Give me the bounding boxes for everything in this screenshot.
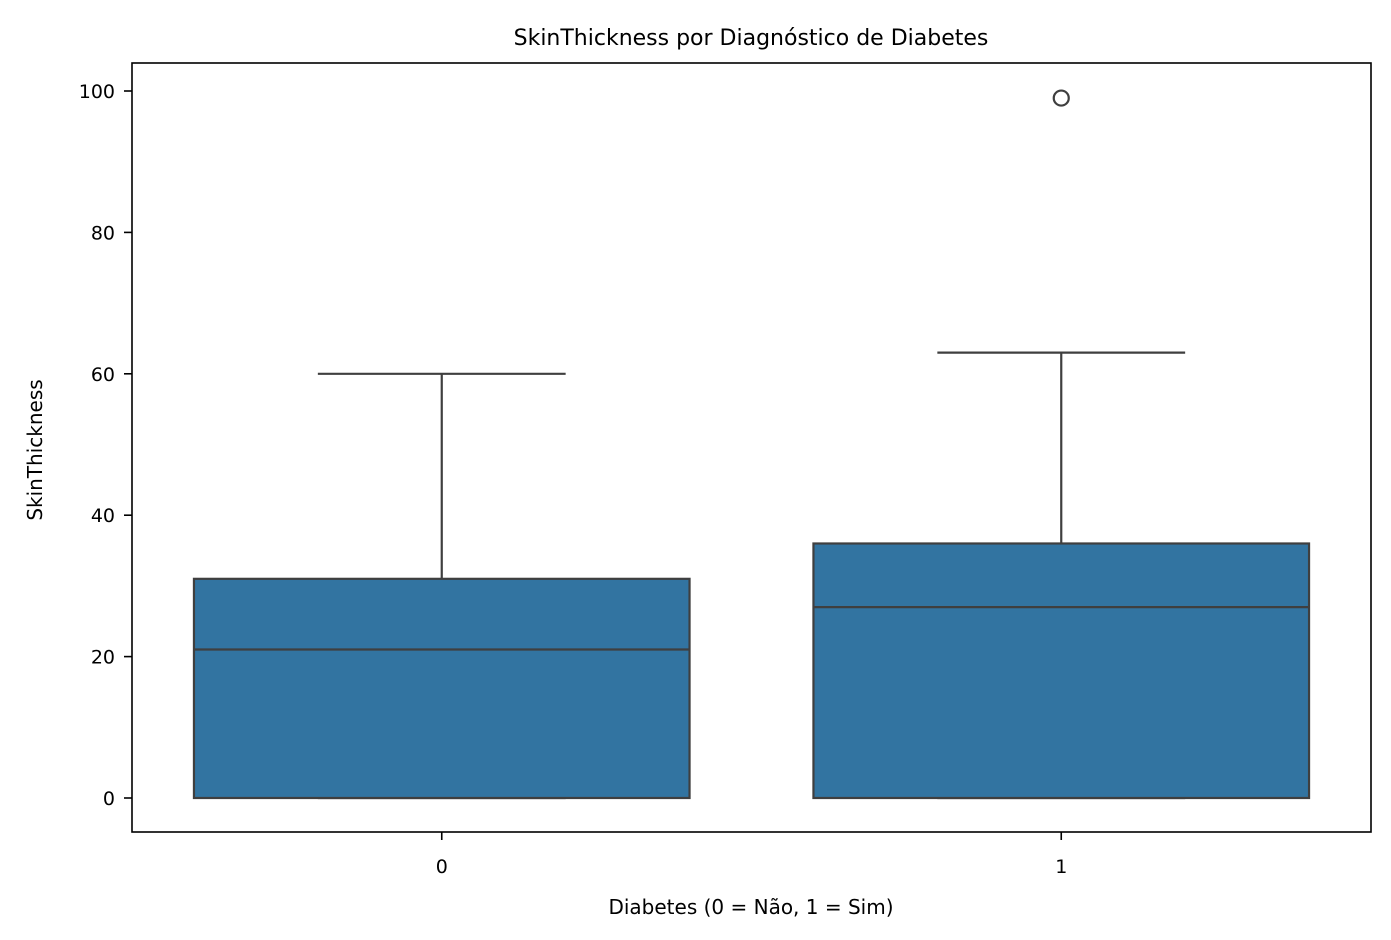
- chart-title: SkinThickness por Diagnóstico de Diabete…: [514, 26, 989, 51]
- x-tick-label: 0: [436, 856, 448, 878]
- plot-area: [192, 89, 1311, 800]
- axes-frame: [131, 62, 1372, 833]
- outlier-point: [1052, 89, 1070, 107]
- y-tick-label: 60: [91, 364, 115, 386]
- box-iqr: [812, 542, 1311, 800]
- y-tick-label: 100: [79, 81, 115, 103]
- y-tick-label: 20: [91, 647, 115, 669]
- y-tick-label: 80: [91, 222, 115, 244]
- y-axis-label: SkinThickness: [23, 379, 47, 520]
- x-tick-label: 1: [1055, 856, 1067, 878]
- box-group-1: [812, 89, 1311, 800]
- y-tick-label: 0: [103, 788, 115, 810]
- y-tick-label: 40: [91, 505, 115, 527]
- box-iqr: [192, 577, 691, 800]
- x-axis-label: Diabetes (0 = Não, 1 = Sim): [608, 895, 893, 919]
- y-axis: 0 20 40 60 80 100: [79, 81, 132, 810]
- box-group-0: [192, 372, 691, 800]
